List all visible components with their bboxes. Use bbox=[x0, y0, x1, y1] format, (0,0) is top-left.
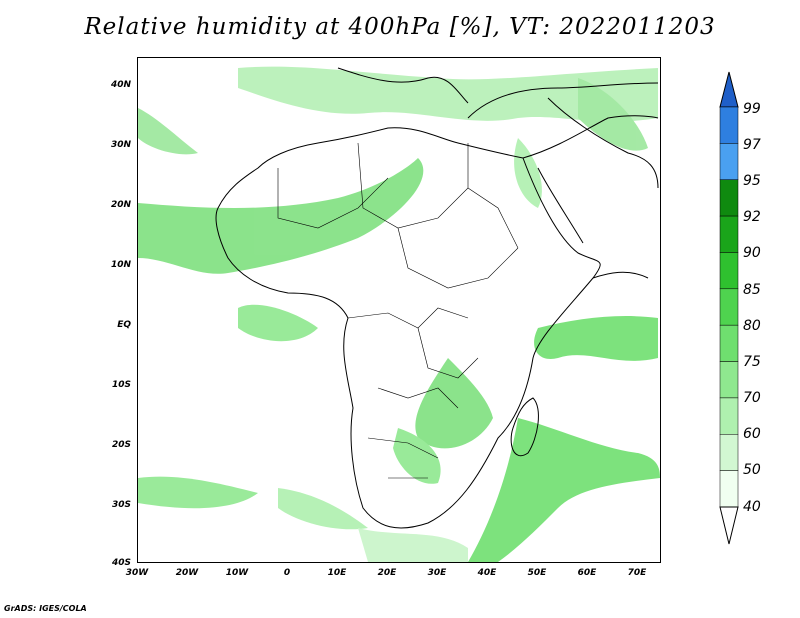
lat-label-10s: 10S bbox=[111, 380, 131, 390]
map-plot-area bbox=[137, 57, 661, 563]
humidity-map bbox=[138, 66, 660, 562]
lat-label-20s: 20S bbox=[111, 440, 131, 450]
lat-label-10n: 10N bbox=[110, 260, 131, 270]
colorbar-swatch bbox=[719, 397, 739, 435]
colorbar-label-95: 95 bbox=[743, 173, 761, 189]
colorbar-swatch bbox=[719, 434, 739, 471]
map-title: Relative humidity at 400hPa [%], VT: 202… bbox=[84, 14, 716, 40]
colorbar-swatch bbox=[719, 288, 739, 326]
colorbar-swatch bbox=[719, 470, 739, 508]
lat-label-30n: 30N bbox=[110, 140, 131, 150]
lat-label-40s: 40S bbox=[111, 558, 131, 568]
lat-label-eq: EQ bbox=[117, 320, 131, 330]
colorbar-swatch bbox=[719, 106, 739, 144]
colorbar-label-75: 75 bbox=[743, 354, 761, 370]
lon-label-30w: 30W bbox=[125, 568, 149, 578]
coastlines bbox=[215, 67, 659, 529]
lon-label-20w: 20W bbox=[175, 568, 199, 578]
lon-label-50e: 50E bbox=[527, 568, 547, 578]
colorbar-label-80: 80 bbox=[743, 318, 761, 334]
colorbar-top-arrow bbox=[719, 71, 739, 108]
colorbar-label-50: 50 bbox=[743, 462, 761, 478]
colorbar-swatch bbox=[719, 179, 739, 217]
lat-label-40n: 40N bbox=[110, 80, 131, 90]
lon-label-0: 0 bbox=[283, 568, 291, 578]
colorbar-swatch bbox=[719, 361, 739, 399]
lon-label-20e: 20E bbox=[377, 568, 397, 578]
colorbar-label-40: 40 bbox=[743, 499, 761, 515]
colorbar-label-97: 97 bbox=[743, 137, 761, 153]
colorbar-swatch bbox=[719, 215, 739, 253]
colorbar-label-70: 70 bbox=[743, 390, 761, 406]
lon-label-40e: 40E bbox=[477, 568, 497, 578]
colorbar bbox=[719, 71, 739, 545]
lon-label-10w: 10W bbox=[225, 568, 249, 578]
lat-label-20n: 20N bbox=[110, 200, 131, 210]
lon-label-70e: 70E bbox=[627, 568, 647, 578]
country-borders bbox=[277, 142, 519, 479]
lon-label-60e: 60E bbox=[577, 568, 597, 578]
colorbar-label-90: 90 bbox=[743, 245, 761, 261]
credit-text: GrADS: IGES/COLA bbox=[4, 604, 87, 613]
colorbar-swatch bbox=[719, 143, 739, 180]
colorbar-label-92: 92 bbox=[743, 209, 761, 225]
colorbar-swatch bbox=[719, 252, 739, 290]
colorbar-label-99: 99 bbox=[743, 101, 761, 117]
lon-label-10e: 10E bbox=[327, 568, 347, 578]
colorbar-bottom-arrow bbox=[719, 506, 739, 545]
colorbar-label-85: 85 bbox=[743, 282, 761, 298]
lat-label-30s: 30S bbox=[111, 500, 131, 510]
colorbar-label-60: 60 bbox=[743, 426, 761, 442]
humidity-shading bbox=[138, 66, 660, 562]
colorbar-swatch bbox=[719, 324, 739, 362]
lon-label-30e: 30E bbox=[427, 568, 447, 578]
colorbar-swatches bbox=[719, 106, 739, 508]
